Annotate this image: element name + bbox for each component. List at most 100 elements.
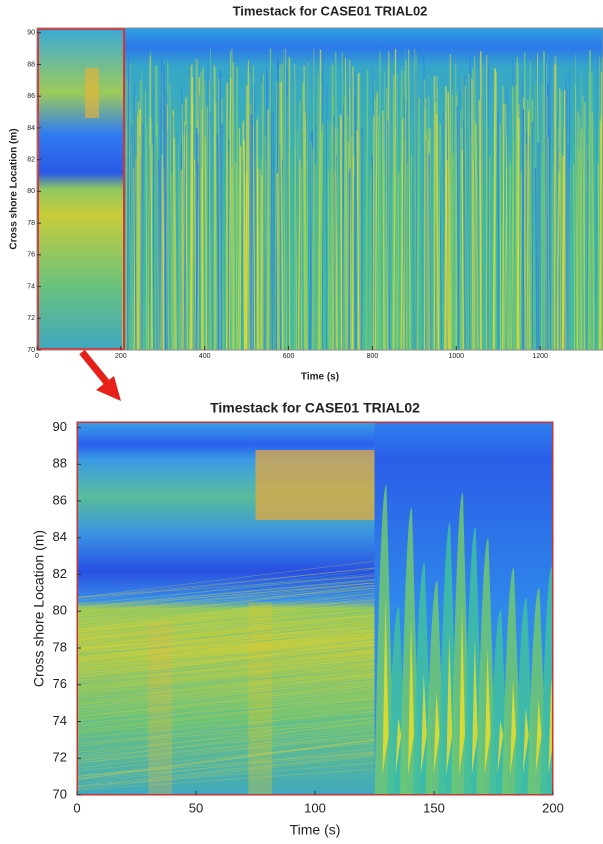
streak <box>77 738 375 779</box>
streak <box>77 582 375 608</box>
streak <box>77 632 375 655</box>
image-hot <box>255 450 375 520</box>
streak <box>77 588 375 619</box>
streak <box>475 124 479 350</box>
streak <box>573 163 575 350</box>
streak <box>372 115 375 350</box>
x-axis-label: Time (s) <box>290 822 341 838</box>
streak <box>243 140 246 350</box>
streak <box>77 579 375 607</box>
streak <box>77 597 375 634</box>
swash-peak <box>535 698 542 775</box>
streak <box>77 720 375 758</box>
streak <box>426 128 429 350</box>
streak <box>319 82 322 350</box>
streak <box>77 636 375 665</box>
streak <box>473 119 477 350</box>
y-tick-label: 88 <box>53 456 67 471</box>
streak <box>77 746 375 773</box>
streak <box>126 56 130 350</box>
streak <box>511 88 515 350</box>
streak <box>77 739 375 780</box>
streak <box>526 110 530 350</box>
streak <box>333 115 336 350</box>
streak <box>77 685 375 717</box>
streak <box>139 135 142 350</box>
streak <box>77 630 375 661</box>
streak <box>77 716 375 757</box>
streak <box>77 591 375 626</box>
streak <box>547 137 550 350</box>
streak <box>209 113 213 350</box>
streak <box>169 83 173 350</box>
streak <box>306 62 309 350</box>
streak <box>400 118 404 350</box>
streak <box>77 715 375 742</box>
image-hot <box>85 68 99 118</box>
streak <box>77 645 375 667</box>
streak <box>77 731 375 757</box>
streak <box>599 72 603 350</box>
streak <box>77 678 375 707</box>
streak <box>77 737 375 763</box>
image-left <box>37 28 123 350</box>
streak <box>556 173 560 350</box>
streak <box>208 48 211 350</box>
streak <box>167 141 169 350</box>
highlight-box <box>37 28 125 350</box>
streak <box>240 160 245 350</box>
streak <box>77 669 375 709</box>
streak <box>77 621 375 657</box>
streak <box>77 654 375 680</box>
x-tick-label: 100 <box>304 800 326 815</box>
y-tick-label: 80 <box>27 188 35 195</box>
streak <box>517 118 520 350</box>
streak <box>499 125 501 350</box>
streak <box>77 651 375 683</box>
streak <box>545 82 549 350</box>
streak <box>450 153 454 350</box>
streak <box>492 68 497 350</box>
streak <box>392 75 395 350</box>
streak <box>508 165 512 350</box>
streak <box>77 602 375 632</box>
streak <box>394 127 397 350</box>
swash-peak <box>446 633 453 775</box>
streak <box>277 65 281 350</box>
streak <box>77 751 375 777</box>
streak <box>77 646 375 684</box>
streak <box>235 66 238 350</box>
streak <box>283 48 287 350</box>
streak <box>77 600 375 641</box>
streak <box>299 101 303 350</box>
streak <box>252 125 256 350</box>
y-tick-label: 86 <box>27 93 35 100</box>
streak <box>540 83 543 350</box>
streak <box>77 726 375 766</box>
streak <box>141 70 144 350</box>
streak <box>77 610 375 645</box>
streak <box>77 747 375 770</box>
streak <box>527 92 530 350</box>
streak <box>77 592 375 627</box>
streak <box>77 768 375 791</box>
streak <box>559 153 563 350</box>
streak <box>170 115 174 350</box>
streak <box>462 119 466 350</box>
streak <box>77 599 375 632</box>
streak <box>133 86 137 350</box>
streak <box>77 647 375 685</box>
streak <box>320 130 323 350</box>
streak <box>408 49 411 350</box>
streak <box>77 644 375 674</box>
streak <box>438 124 441 350</box>
streak <box>478 99 482 350</box>
streak <box>77 688 375 712</box>
streak <box>77 633 375 661</box>
streak <box>471 78 474 350</box>
streak <box>564 127 567 350</box>
y-tick-label: 78 <box>27 220 35 227</box>
streak <box>77 574 375 605</box>
streak <box>205 105 208 350</box>
streak <box>376 132 380 350</box>
